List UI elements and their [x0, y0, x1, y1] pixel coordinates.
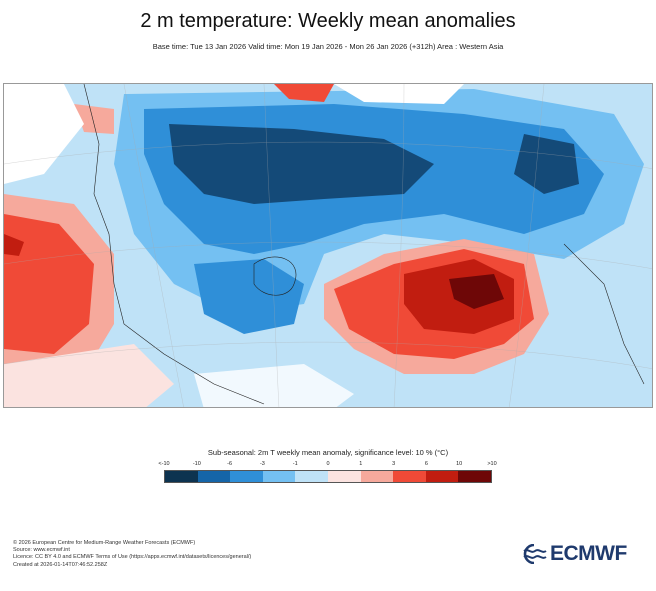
anomaly-field-very-cold-east [514, 134, 579, 194]
anomaly-field-neutral-northwest [4, 84, 84, 184]
legend-tick: -10 [192, 461, 201, 467]
legend-tick: -6 [227, 461, 233, 467]
legend-tick: 3 [392, 461, 396, 467]
legend-color-swatch [197, 471, 231, 482]
legend-tick: 0 [326, 461, 330, 467]
footer: © 2026 European Centre for Medium-Range … [13, 540, 251, 569]
legend-color-swatch [327, 471, 361, 482]
anomaly-field-extreme-hot [449, 274, 504, 309]
anomaly-map-canvas [4, 84, 652, 407]
legend-tick: <-10 [158, 461, 170, 467]
anomaly-field-warm-north [274, 84, 334, 102]
legend-tick: -1 [292, 461, 298, 467]
coastline-west [83, 84, 265, 405]
graticule-meridian-3 [393, 84, 405, 407]
legend-color-swatch [393, 471, 426, 482]
legend-tick: 6 [424, 461, 428, 467]
anomaly-field-very-hot-west [4, 234, 24, 256]
legend-colorbar [164, 470, 492, 483]
footer-licence: Licence: CC BY 4.0 and ECMWF Terms of Us… [13, 554, 252, 561]
graticule-parallel-1 [4, 141, 652, 169]
coastlines [83, 84, 645, 405]
coastline-east [563, 243, 645, 385]
legend-ticks: <-10 -10 -6 -3 -1 0 1 3 6 10 >10 [158, 461, 497, 469]
anomaly-map [3, 83, 653, 408]
anomaly-field-hot-west [4, 214, 94, 354]
ecmwf-wave-icon [523, 544, 547, 564]
graticule-parallel-2 [4, 241, 652, 269]
anomaly-field-warm-northwest [74, 104, 114, 134]
legend-color-swatch [295, 471, 328, 482]
legend-tick: -3 [259, 461, 265, 467]
anomaly-field-slightly-warm-southwest [4, 344, 174, 407]
legend-color-swatch [458, 471, 491, 482]
anomaly-field-neutral-south [194, 364, 354, 407]
ecmwf-logo: ECMWF [521, 542, 627, 566]
graticule-parallel-3 [4, 341, 652, 369]
chart-title: 2 m temperature: Weekly mean anomalies [140, 10, 516, 32]
legend-color-swatch [262, 471, 296, 482]
legend-color-swatch [360, 471, 394, 482]
graticule [4, 84, 652, 407]
anomaly-field-cold-south [194, 259, 304, 334]
footer-created: Created at 2026-01-14T07:46:52.258Z [13, 561, 108, 568]
legend-color-swatch [425, 471, 459, 482]
legend-tick: 10 [456, 461, 463, 467]
legend-tick: 1 [359, 461, 363, 467]
chart-subtitle: Base time: Tue 13 Jan 2026 Valid time: M… [152, 42, 504, 51]
legend-color-swatch [230, 471, 263, 482]
coastline-central [253, 256, 297, 296]
anomaly-field-very-cold [169, 124, 434, 204]
footer-copyright: © 2026 European Centre for Medium-Range … [13, 540, 196, 546]
legend-color-swatch [165, 471, 198, 482]
ecmwf-logo-text: ECMWF [550, 542, 627, 565]
graticule-meridian-4 [509, 84, 545, 407]
legend-tick: >10 [487, 461, 497, 467]
footer-source: Source: www.ecmwf.int [13, 547, 70, 554]
graticule-meridian-2 [263, 84, 280, 407]
anomaly-field-neutral-north [334, 84, 464, 104]
legend-title: Sub-seasonal: 2m T weekly mean anomaly, … [207, 448, 449, 457]
